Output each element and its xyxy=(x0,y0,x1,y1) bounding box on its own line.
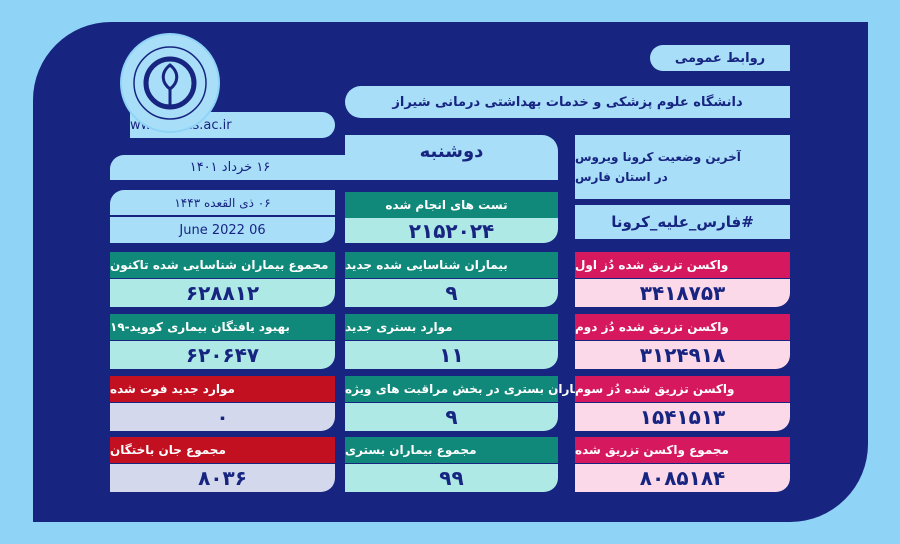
right-stat-value: ۸۰۸۵۱۸۴ xyxy=(575,464,790,492)
right-stat-label: واکسن تزریق شده دُز دوم xyxy=(575,314,790,340)
left-stat-value: ۶۲۸۸۱۲ xyxy=(110,279,335,307)
left-stat-value: ۰ xyxy=(110,403,335,431)
university-logo xyxy=(120,33,220,133)
tests-value: ۲۱۵۲۰۲۴ xyxy=(345,218,558,243)
dept-pill: روابط عمومی xyxy=(650,45,790,71)
left-stat-label: موارد جدید فوت شده xyxy=(110,376,335,402)
intro-line-2: در استان فارس xyxy=(575,170,668,184)
logo-emblem-icon xyxy=(133,46,207,120)
middle-stat-value: ۹۹ xyxy=(345,464,558,492)
right-stat-value: ۳۴۱۸۷۵۳ xyxy=(575,279,790,307)
solar-date: ۱۶ خرداد ۱۴۰۱ xyxy=(110,155,350,180)
middle-stat-label: موارد بستری جدید xyxy=(345,314,558,340)
left-stat-label: مجموع بیماران شناسایی شده تاکنون xyxy=(110,252,335,278)
hijri-date: ۰۶ ذی القعده ۱۴۴۳ xyxy=(110,190,335,215)
right-stat-label: واکسن تزریق شده دُز سوم xyxy=(575,376,790,402)
tests-label: تست های انجام شده xyxy=(345,192,558,218)
left-stat-value: ۶۲۰۶۴۷ xyxy=(110,341,335,369)
middle-stat-value: ۹ xyxy=(345,403,558,431)
middle-stat-label: بیماران بستری در بخش مراقبت های ویژه xyxy=(345,376,591,402)
gregorian-date: 06 June 2022 xyxy=(110,217,335,243)
right-stat-value: ۱۵۴۱۵۱۳ xyxy=(575,403,790,431)
left-stat-label: بهبود یافتگان بیماری کووید-۱۹ xyxy=(110,314,335,340)
hashtag-box: #فارس_علیه_کرونا xyxy=(575,205,790,239)
left-stat-label: مجموع جان باختگان xyxy=(110,437,335,463)
right-stat-label: مجموع واکسن تزریق شده xyxy=(575,437,790,463)
middle-stat-label: مجموع بیماران بستری xyxy=(345,437,558,463)
intro-line-1: آخرین وضعیت کرونا ویروس xyxy=(575,150,741,164)
middle-stat-value: ۹ xyxy=(345,279,558,307)
right-stat-value: ۳۱۲۴۹۱۸ xyxy=(575,341,790,369)
middle-stat-label: بیماران شناسایی شده جدید xyxy=(345,252,558,278)
university-title: دانشگاه علوم پزشکی و خدمات بهداشتی درمان… xyxy=(345,86,790,118)
intro-box: آخرین وضعیت کرونا ویروس در استان فارس xyxy=(575,135,790,199)
right-stat-label: واکسن تزریق شده دُز اول xyxy=(575,252,790,278)
weekday-tab: دوشنبه xyxy=(345,135,558,180)
middle-stat-value: ۱۱ xyxy=(345,341,558,369)
left-stat-value: ۸۰۳۶ xyxy=(110,464,335,492)
